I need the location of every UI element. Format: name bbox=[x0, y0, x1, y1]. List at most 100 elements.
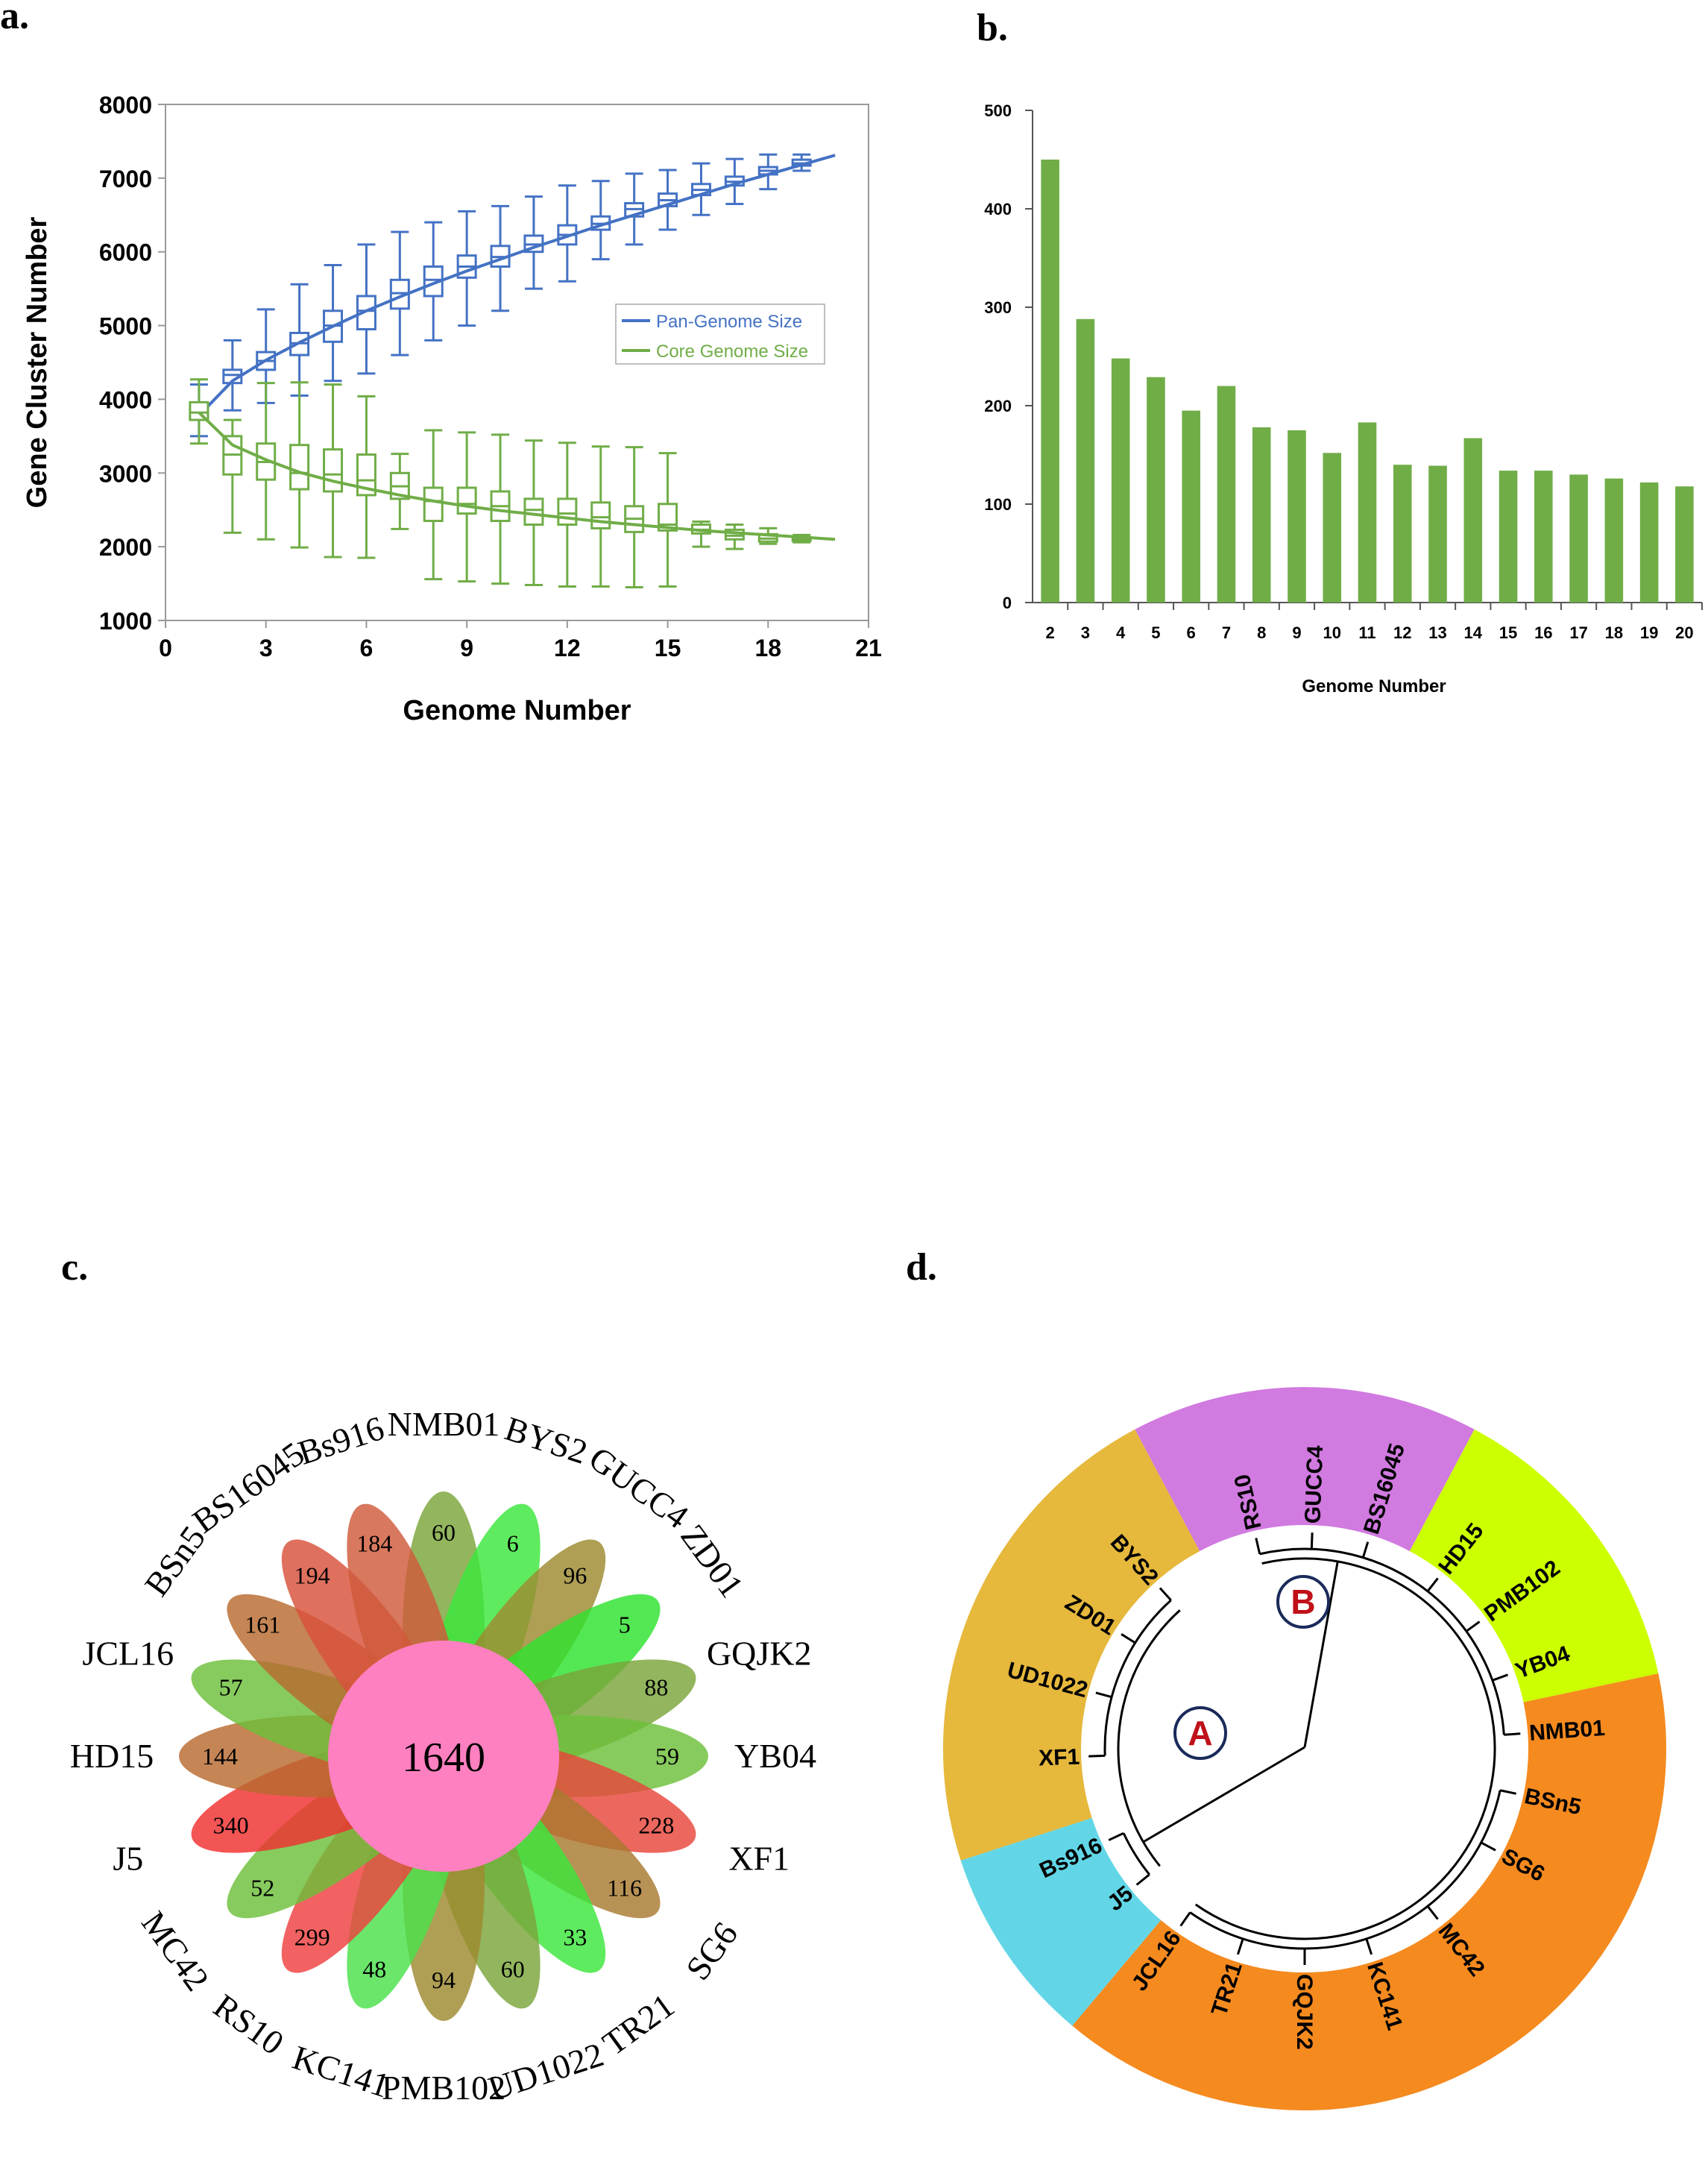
tree-arc bbox=[1117, 1609, 1181, 1867]
panel-label-a: a. bbox=[0, 0, 29, 37]
petal-value-XF1: 228 bbox=[638, 1812, 674, 1839]
panel-label-b: b. bbox=[977, 7, 1008, 49]
x-tick-label: 6 bbox=[360, 635, 374, 661]
bar-3 bbox=[1076, 318, 1095, 603]
core-value: 1640 bbox=[402, 1735, 485, 1781]
petal-value-Bs916: 184 bbox=[356, 1530, 392, 1557]
x-tick-label: 9 bbox=[1292, 623, 1301, 642]
x-tick-label: 6 bbox=[1187, 623, 1196, 642]
petal-label-JCL16: JCL16 bbox=[82, 1634, 174, 1672]
bar-17 bbox=[1569, 474, 1588, 603]
leaf-branch bbox=[1088, 1754, 1106, 1758]
x-tick-label: 20 bbox=[1675, 623, 1693, 642]
petal-value-RS10: 299 bbox=[294, 1924, 330, 1951]
bar-12 bbox=[1393, 465, 1412, 603]
y-tick-label: 6000 bbox=[99, 239, 152, 266]
x-tick-label: 3 bbox=[259, 635, 273, 661]
petal-value-GUCC4: 96 bbox=[563, 1562, 587, 1588]
petal-value-NMB01: 60 bbox=[432, 1519, 456, 1546]
petal-label-J5: J5 bbox=[113, 1840, 143, 1878]
plot-area bbox=[165, 104, 869, 621]
y-tick-label: 0 bbox=[1003, 594, 1012, 612]
box bbox=[523, 497, 544, 526]
x-axis-label: Genome Number bbox=[403, 695, 631, 726]
clade-b-branch bbox=[1303, 1561, 1339, 1748]
leaf-branch bbox=[1492, 1673, 1509, 1682]
bar-5 bbox=[1147, 377, 1165, 603]
petal-value-J5: 340 bbox=[213, 1812, 249, 1839]
legend-box bbox=[615, 304, 825, 365]
y-tick-label: 100 bbox=[984, 495, 1012, 514]
leaf-label-GQJK2: GQJK2 bbox=[1292, 1974, 1317, 2050]
x-tick-label: 15 bbox=[1499, 623, 1517, 642]
clade-marker-label: A bbox=[1188, 1714, 1212, 1752]
y-axis-label: Gene Cluster Number bbox=[22, 216, 53, 508]
petal-value-MC42: 52 bbox=[250, 1874, 274, 1901]
x-tick-label: 5 bbox=[1151, 623, 1160, 642]
bar-10 bbox=[1323, 453, 1342, 603]
panel-label-d: d. bbox=[906, 1246, 937, 1289]
legend-label: Pan-Genome Size bbox=[656, 312, 802, 332]
y-tick-label: 500 bbox=[984, 101, 1012, 120]
petal-value-HD15: 144 bbox=[202, 1743, 238, 1770]
y-tick-label: 5000 bbox=[99, 313, 152, 340]
x-tick-label: 8 bbox=[1257, 623, 1266, 642]
clade-sector bbox=[1072, 1673, 1667, 2110]
petal-value-PMB102: 94 bbox=[432, 1966, 456, 1993]
bar-8 bbox=[1252, 427, 1271, 603]
leaf-branch bbox=[1499, 1789, 1516, 1795]
bar-11 bbox=[1358, 422, 1377, 603]
x-tick-label: 18 bbox=[754, 635, 781, 661]
leaf-label-GUCC4: GUCC4 bbox=[1301, 1444, 1329, 1524]
petal-value-UD1022: 60 bbox=[501, 1955, 525, 1982]
y-tick-label: 2000 bbox=[99, 534, 152, 561]
x-tick-label: 2 bbox=[1046, 623, 1055, 642]
tree-arc bbox=[1189, 1790, 1501, 1950]
leaf-branch bbox=[1236, 1938, 1244, 1955]
petal-label-PMB102: PMB102 bbox=[382, 2069, 505, 2107]
petal-value-BYS2: 6 bbox=[507, 1530, 519, 1557]
bar-19 bbox=[1639, 482, 1659, 603]
clade-marker bbox=[1276, 1575, 1330, 1629]
petal-value-JCL16: 57 bbox=[219, 1673, 243, 1700]
y-tick-label: 7000 bbox=[99, 166, 152, 192]
leaf-branch bbox=[1121, 1633, 1136, 1644]
leaf-branch bbox=[1361, 1541, 1370, 1559]
petal-label-XF1: XF1 bbox=[728, 1840, 790, 1878]
petal-value-TR21: 33 bbox=[563, 1924, 587, 1951]
petal-value-KC141: 48 bbox=[362, 1955, 386, 1982]
leaf-branch bbox=[1365, 1938, 1373, 1955]
series-line bbox=[198, 411, 836, 541]
x-tick-label: 19 bbox=[1640, 623, 1658, 642]
leaf-label-NMB01: NMB01 bbox=[1528, 1716, 1606, 1746]
clade-marker-label: B bbox=[1291, 1582, 1315, 1621]
x-tick-label: 13 bbox=[1428, 623, 1446, 642]
x-tick-label: 16 bbox=[1534, 623, 1552, 642]
bar-6 bbox=[1182, 410, 1200, 603]
leaf-branch bbox=[1255, 1538, 1261, 1555]
x-tick-label: 4 bbox=[1116, 623, 1126, 642]
leaf-label-XF1: XF1 bbox=[1039, 1745, 1080, 1771]
leaf-branch bbox=[1426, 1905, 1439, 1920]
leaf-branch bbox=[1135, 1873, 1150, 1886]
panel-label-c: c. bbox=[61, 1246, 89, 1289]
clade-sector bbox=[1135, 1387, 1475, 1552]
box bbox=[423, 486, 444, 523]
petal-label-GQJK2: GQJK2 bbox=[707, 1634, 812, 1672]
petal-value-ZD01: 5 bbox=[619, 1612, 631, 1638]
box bbox=[590, 501, 611, 529]
bar-15 bbox=[1499, 471, 1518, 603]
leaf-branch bbox=[1465, 1620, 1481, 1632]
bar-13 bbox=[1428, 465, 1447, 603]
bar-9 bbox=[1288, 430, 1306, 603]
x-tick-label: 12 bbox=[1393, 623, 1411, 642]
petal-label-HD15: HD15 bbox=[70, 1737, 154, 1775]
x-tick-label: 15 bbox=[655, 635, 681, 661]
clade-sector bbox=[943, 1429, 1200, 1861]
clade-a-branch bbox=[1142, 1746, 1305, 1843]
bar-2 bbox=[1041, 160, 1059, 603]
box bbox=[289, 444, 310, 491]
x-tick-label: 21 bbox=[855, 635, 882, 661]
